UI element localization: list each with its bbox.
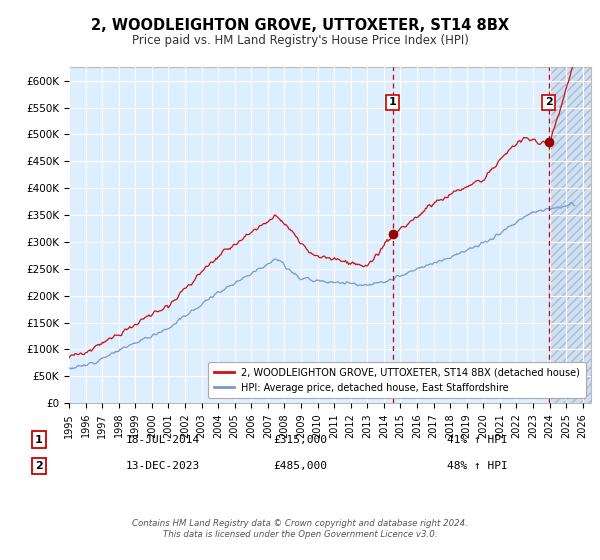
- Text: 1: 1: [35, 435, 43, 445]
- Text: 2: 2: [35, 461, 43, 471]
- Legend: 2, WOODLEIGHTON GROVE, UTTOXETER, ST14 8BX (detached house), HPI: Average price,: 2, WOODLEIGHTON GROVE, UTTOXETER, ST14 8…: [208, 362, 586, 398]
- Text: £485,000: £485,000: [273, 461, 327, 471]
- Text: £315,000: £315,000: [273, 435, 327, 445]
- Text: 2, WOODLEIGHTON GROVE, UTTOXETER, ST14 8BX: 2, WOODLEIGHTON GROVE, UTTOXETER, ST14 8…: [91, 18, 509, 32]
- Bar: [549, 67, 600, 403]
- Text: 1: 1: [389, 97, 397, 108]
- Text: 48% ↑ HPI: 48% ↑ HPI: [447, 461, 508, 471]
- Bar: [549, 67, 600, 403]
- Text: Price paid vs. HM Land Registry's House Price Index (HPI): Price paid vs. HM Land Registry's House …: [131, 34, 469, 48]
- Text: 2: 2: [545, 97, 553, 108]
- Text: 13-DEC-2023: 13-DEC-2023: [126, 461, 200, 471]
- Text: 18-JUL-2014: 18-JUL-2014: [126, 435, 200, 445]
- Text: 41% ↑ HPI: 41% ↑ HPI: [447, 435, 508, 445]
- Text: Contains HM Land Registry data © Crown copyright and database right 2024.
This d: Contains HM Land Registry data © Crown c…: [132, 520, 468, 539]
